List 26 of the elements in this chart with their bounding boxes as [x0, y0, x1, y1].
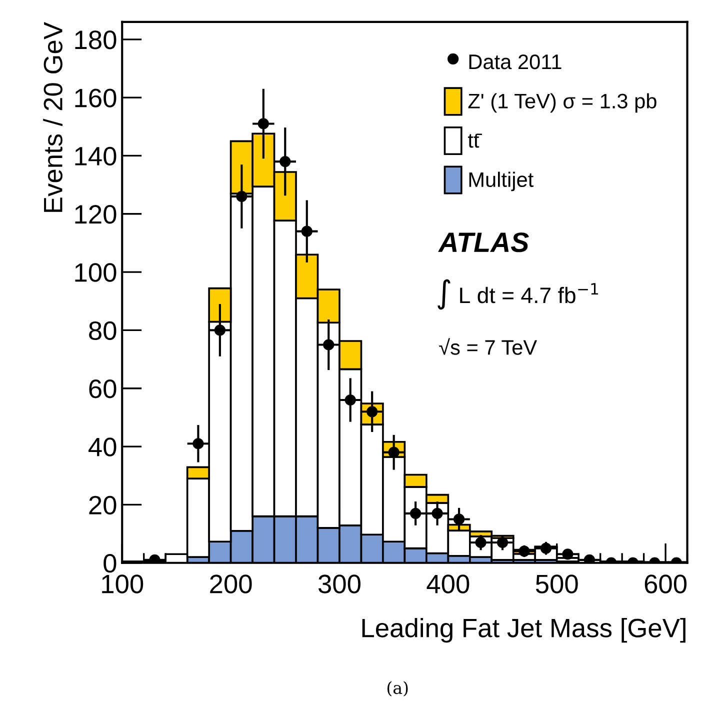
legend-label: Data 2011: [469, 54, 562, 70]
y-tick-label: 160: [75, 88, 116, 108]
annotation: √s = 7 TeV: [439, 338, 538, 355]
x-tick-label: 500: [536, 574, 578, 594]
annotation: ∫ L dt = 4.7 fb$^{−1}$: [438, 279, 598, 310]
legend-label: Multijet: [469, 172, 534, 192]
y-tick-label: 100: [75, 263, 116, 282]
x-tick-label: 100: [102, 574, 144, 594]
y-tick-label: 80: [89, 321, 116, 340]
y-axis-title: Events / 20 GeV: [43, 22, 62, 212]
x-tick-label: 600: [644, 574, 687, 594]
y-tick-label: 120: [75, 205, 116, 224]
annotation: ATLAS: [438, 232, 529, 252]
y-tick-label: 180: [75, 30, 116, 50]
x-tick-label: 200: [210, 574, 252, 594]
y-tick-label: 140: [75, 146, 116, 166]
legend-label: tt̄: [468, 134, 482, 148]
y-tick-label: 60: [89, 380, 116, 398]
legend-label: Z' (1 TeV) σ = 1.3 pb: [468, 93, 656, 113]
text: (a): [387, 681, 408, 696]
y-tick-label: 40: [88, 438, 116, 456]
x-tick-label: 400: [426, 574, 470, 594]
y-tick-label: 0: [104, 554, 116, 573]
y-tick-label: 20: [89, 496, 116, 515]
x-axis-title: Leading Fat Jet Mass [GeV]: [362, 618, 686, 643]
x-tick-label: 300: [318, 574, 360, 594]
